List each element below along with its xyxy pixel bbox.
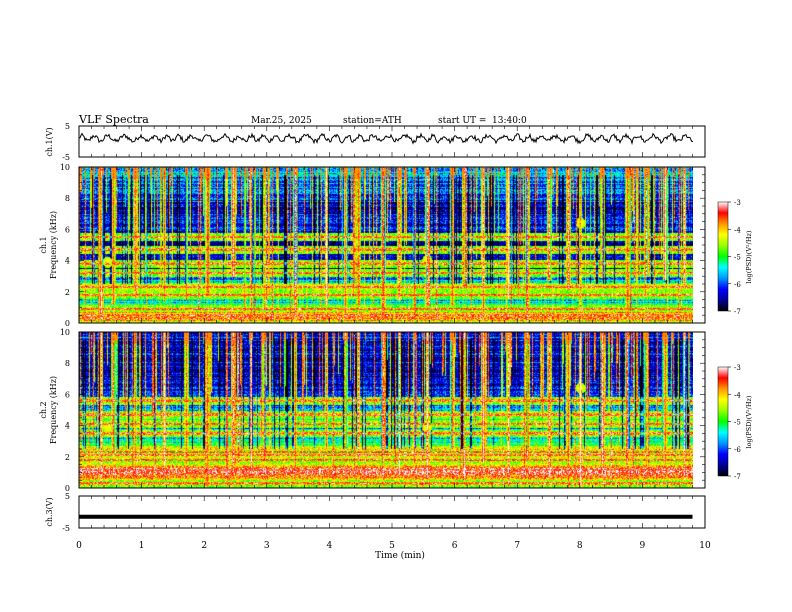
start-ut-label: start UT = — [438, 116, 486, 126]
ch2-spectrogram-image — [79, 332, 693, 488]
colorbar-ch2: -3 -4 -5 -6 -7 log(PSD)(V²/Hz) — [717, 364, 753, 481]
freq-tick-label: 6 — [65, 390, 70, 399]
start-ut-value: 13:40:0 — [492, 116, 527, 126]
ch2-time-ticks — [78, 332, 706, 488]
freq-tick-label: 4 — [65, 257, 70, 266]
freq-tick-label: 0 — [65, 319, 70, 328]
freq-tick-label: 10 — [60, 163, 70, 172]
time-tick-label: 4 — [327, 541, 333, 551]
freq-tick-label: 2 — [65, 453, 70, 462]
ch1-waveform-panel: 5 -5 ch.1(V) — [45, 122, 706, 162]
ch1-waveform-ylabel: ch.1(V) — [45, 127, 54, 156]
ch1-spectrogram-ylabel-channel: ch.1 — [39, 236, 48, 253]
time-tick-label: 3 — [264, 541, 270, 551]
time-tick-label: 10 — [699, 541, 711, 551]
colorbar-ch2-ticks: -3 -4 -5 -6 -7 — [728, 364, 741, 481]
ch1-ytick-top: 5 — [65, 122, 70, 131]
colorbar-tick-label: -4 — [734, 226, 741, 234]
ch3-waveform-ylabel: ch.3(V) — [45, 497, 54, 526]
colorbar-tick-label: -6 — [734, 281, 741, 289]
time-tick-label: 8 — [577, 541, 583, 551]
ch3-xticks — [78, 496, 706, 528]
time-tick-label: 7 — [514, 541, 520, 551]
ch3-ytick-bottom: -5 — [62, 524, 70, 533]
time-axis-tick-labels: 0 1 2 3 4 5 6 7 8 9 10 — [76, 541, 711, 551]
ch3-waveform-panel: 5 -5 ch.3(V) 0 1 2 3 4 5 6 7 8 9 10 Time (min) — [45, 492, 711, 561]
colorbar-ch2-gradient — [717, 366, 729, 477]
colorbar-ch1-gradient — [717, 201, 729, 312]
freq-tick-label: 8 — [65, 359, 70, 368]
ch2-spectrogram-panel: 0 2 4 6 8 10 ch.2 Frequency (kHz) — [39, 328, 706, 493]
colorbar-tick-label: -3 — [734, 364, 741, 372]
colorbar-ch1-ticks: -3 -4 -5 -6 -7 — [728, 199, 741, 316]
time-tick-label: 6 — [452, 541, 458, 551]
freq-tick-label: 10 — [60, 328, 70, 337]
ch1-freq-ticks: 0 2 4 6 8 10 — [60, 163, 705, 328]
colorbar-tick-label: -4 — [734, 391, 741, 399]
freq-tick-label: 0 — [65, 484, 70, 493]
time-tick-label: 1 — [139, 541, 145, 551]
colorbar-tick-label: -7 — [734, 308, 741, 316]
ch1-xticks — [78, 126, 706, 157]
colorbar-ch2-label: log(PSD)(V²/Hz) — [745, 395, 753, 448]
time-tick-label: 5 — [389, 541, 395, 551]
ch3-ytick-top: 5 — [65, 492, 70, 501]
ch1-ytick-bottom: -5 — [62, 153, 70, 162]
colorbar-tick-label: -5 — [734, 419, 741, 427]
freq-tick-label: 4 — [65, 422, 70, 431]
time-tick-label: 0 — [76, 541, 82, 551]
station-label: station=ATH — [343, 116, 402, 126]
ch1-spectrogram-panel: 0 2 4 6 8 10 ch.1 Frequency (kHz) — [39, 163, 706, 328]
colorbar-tick-label: -5 — [734, 254, 741, 262]
colorbar-tick-label: -6 — [734, 446, 741, 454]
colorbar-ch1: -3 -4 -5 -6 -7 log(PSD)(V²/Hz) — [717, 199, 753, 316]
ch1-spectrogram-image — [79, 167, 693, 323]
freq-tick-label: 2 — [65, 288, 70, 297]
ch2-spectrogram-ylabel-freq: Frequency (kHz) — [49, 376, 58, 444]
ch2-spectrogram-ylabel-channel: ch.2 — [39, 401, 48, 418]
ch1-spectrogram-ylabel-freq: Frequency (kHz) — [49, 211, 58, 279]
figure-title: VLF Spectra — [78, 113, 149, 126]
time-tick-label: 9 — [640, 541, 646, 551]
time-tick-label: 2 — [201, 541, 207, 551]
ch1-waveform-line — [78, 132, 694, 146]
colorbar-tick-label: -3 — [734, 199, 741, 207]
ch1-time-ticks — [78, 167, 706, 323]
time-axis-label: Time (min) — [375, 550, 425, 561]
freq-tick-label: 8 — [65, 194, 70, 203]
date-label: Mar.25, 2025 — [251, 116, 312, 126]
colorbar-ch1-label: log(PSD)(V²/Hz) — [745, 230, 753, 283]
colorbar-tick-label: -7 — [734, 473, 741, 481]
ch2-freq-ticks: 0 2 4 6 8 10 — [60, 328, 705, 493]
freq-tick-label: 6 — [65, 225, 70, 234]
